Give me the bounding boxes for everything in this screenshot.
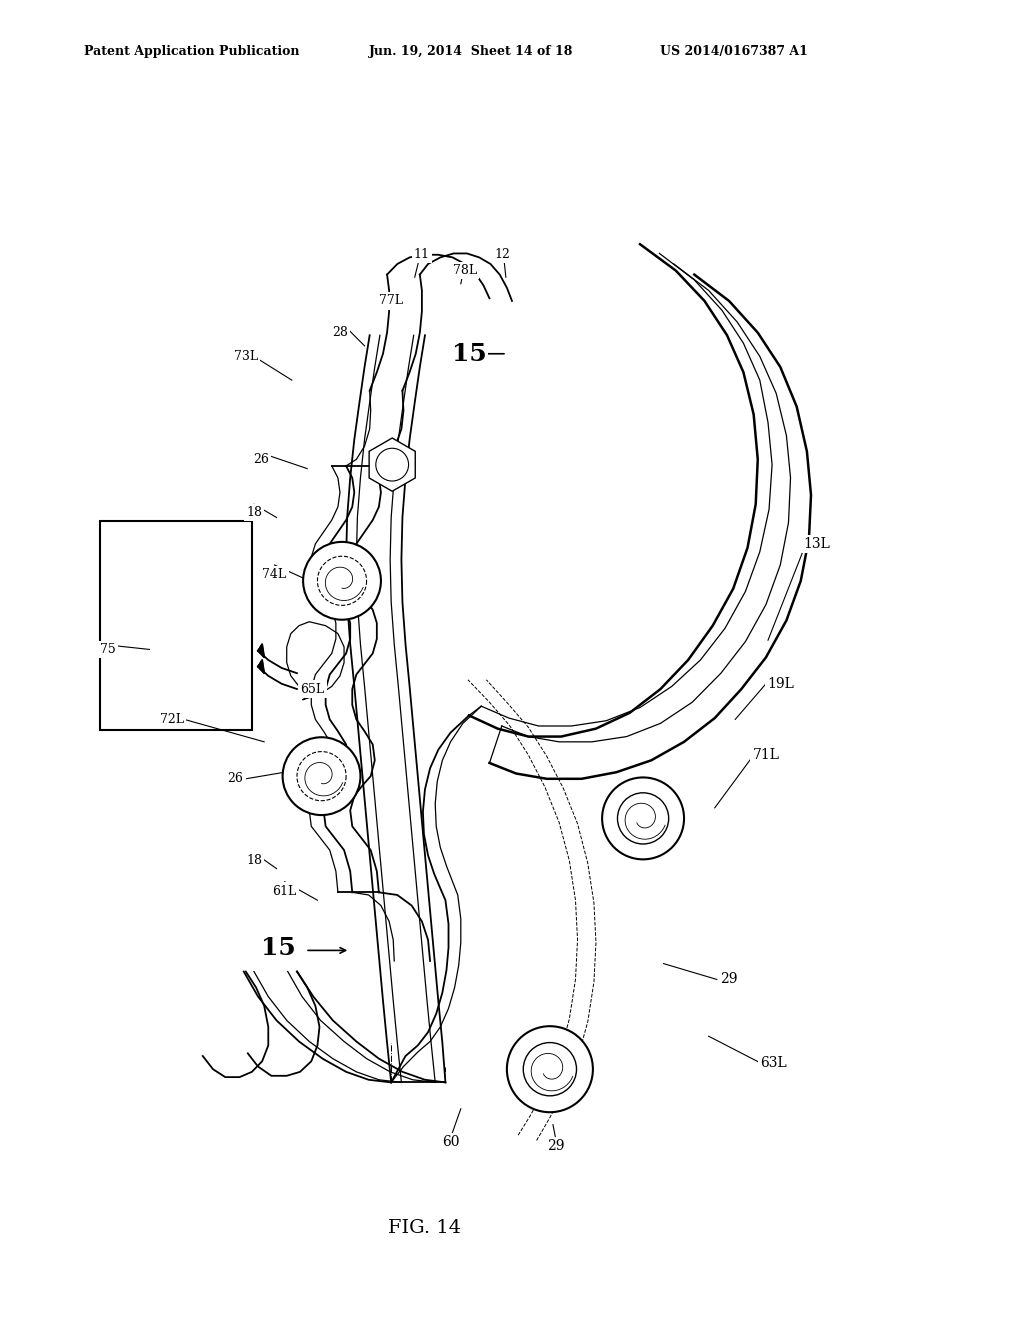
- Text: 15: 15: [261, 936, 296, 960]
- Text: 60: 60: [441, 1135, 460, 1148]
- Text: 77L: 77L: [379, 294, 403, 308]
- Text: 26: 26: [253, 453, 269, 466]
- Circle shape: [303, 543, 381, 619]
- Text: 26: 26: [227, 772, 244, 785]
- Polygon shape: [258, 644, 264, 657]
- Text: 71L: 71L: [753, 748, 779, 762]
- Circle shape: [507, 1026, 593, 1113]
- Circle shape: [602, 777, 684, 859]
- Text: 28: 28: [332, 326, 348, 339]
- Bar: [100, 521, 252, 730]
- Text: 73L: 73L: [233, 350, 258, 363]
- Text: 15: 15: [452, 342, 486, 366]
- Text: 13L: 13L: [804, 537, 830, 550]
- Text: 12: 12: [495, 248, 511, 261]
- Text: 63L: 63L: [760, 1056, 786, 1069]
- Text: 29: 29: [547, 1139, 565, 1152]
- Text: Jun. 19, 2014  Sheet 14 of 18: Jun. 19, 2014 Sheet 14 of 18: [369, 45, 573, 58]
- Text: 29: 29: [720, 973, 738, 986]
- Text: 75: 75: [99, 643, 116, 656]
- Text: FIG. 14: FIG. 14: [388, 1218, 462, 1237]
- Text: 74L: 74L: [262, 568, 287, 581]
- Polygon shape: [258, 660, 264, 673]
- Text: 11: 11: [414, 248, 430, 261]
- Text: Patent Application Publication: Patent Application Publication: [84, 45, 299, 58]
- Text: 18: 18: [246, 854, 262, 867]
- Text: 61L: 61L: [272, 884, 297, 898]
- Text: US 2014/0167387 A1: US 2014/0167387 A1: [660, 45, 808, 58]
- Text: 65L: 65L: [300, 682, 325, 696]
- Text: 72L: 72L: [160, 713, 184, 726]
- Text: 18: 18: [246, 506, 262, 519]
- Text: 78L: 78L: [453, 264, 477, 277]
- Text: 19L: 19L: [767, 677, 794, 690]
- Circle shape: [283, 738, 360, 814]
- Polygon shape: [369, 438, 416, 491]
